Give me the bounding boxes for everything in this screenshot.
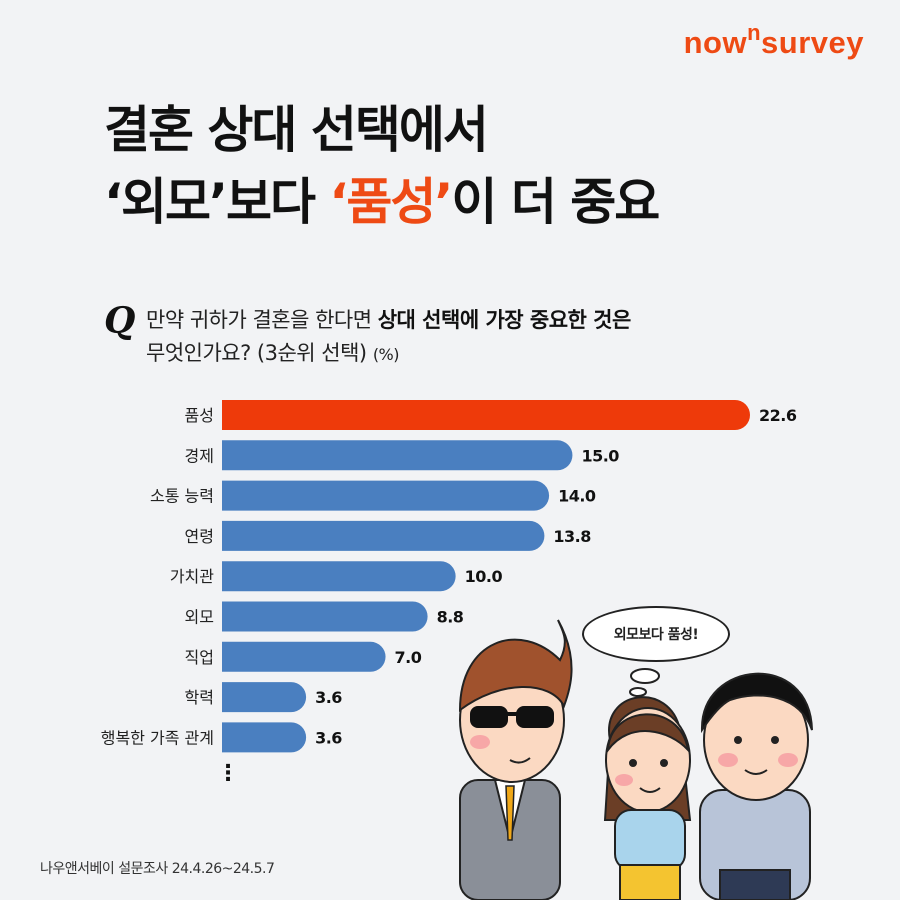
bar-2 [222,480,550,511]
value-label: 22.6 [759,406,797,425]
brand-logo: nownsurvey [683,20,864,60]
page-title: 결혼 상대 선택에서 ‘외모’보다 ‘품성’이 더 중요 [104,94,660,238]
bar-8 [222,722,307,753]
thought-dot-1 [630,668,660,684]
value-label: 3.6 [315,728,342,747]
title-accent: ‘품성’ [329,173,453,231]
value-label: 8.8 [437,608,464,627]
category-label: 품성 [185,406,214,425]
title-line-1: 결혼 상대 선택에서 [104,101,489,159]
source-note: 나우앤서베이 설문조사 24.4.26~24.5.7 [40,861,275,877]
category-label: 경제 [185,446,214,465]
woman-figure [603,696,692,900]
bar-1 [222,440,573,471]
thought-dot-2 [629,687,647,697]
category-label: 연령 [185,527,214,546]
category-label: 가치관 [170,567,214,586]
question-text: 만약 귀하가 결혼을 한다면 상대 선택에 가장 중요한 것은 무엇인가요? (… [146,308,631,365]
category-label: 학력 [185,688,214,707]
category-label: 직업 [185,648,214,667]
category-label: 행복한 가족 관계 [101,728,214,747]
bar-6 [222,641,386,672]
value-label: 7.0 [395,648,422,667]
question-mark-label: Q [104,300,136,342]
title-line-2: ‘외모’보다 ‘품성’이 더 중요 [104,173,660,231]
value-label: 13.8 [553,527,591,546]
young-man-figure [699,672,813,900]
value-label: 3.6 [315,688,342,707]
category-label: 소통 능력 [150,487,214,506]
bar-7 [222,682,307,713]
value-label: 15.0 [581,446,619,465]
more-indicator: ⋮ [217,761,239,786]
man-in-suit-figure [458,619,573,900]
value-label: 14.0 [558,487,596,506]
speech-bubble: 외모보다 품성! [582,606,730,662]
category-label: 외모 [185,608,214,627]
bar-5 [222,601,428,632]
bar-4 [222,561,456,592]
bar-3 [222,520,545,551]
value-label: 10.0 [465,567,503,586]
illustration-characters [458,619,813,900]
bar-0 [222,400,750,430]
unit-label: (%) [372,345,400,364]
